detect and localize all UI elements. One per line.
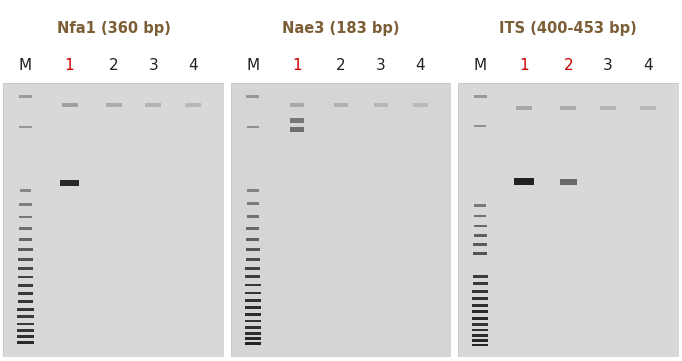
Bar	[247, 203, 258, 205]
Bar	[17, 316, 33, 318]
Text: 3: 3	[149, 58, 158, 74]
Bar	[247, 215, 259, 218]
Bar	[640, 106, 655, 109]
Bar	[18, 300, 33, 303]
Text: 4: 4	[188, 58, 198, 74]
Text: Nae3 (183 bp): Nae3 (183 bp)	[282, 21, 400, 36]
Text: 4: 4	[643, 58, 653, 74]
Bar	[290, 127, 304, 132]
Bar	[600, 106, 616, 110]
Bar	[246, 95, 259, 98]
Bar	[17, 335, 33, 338]
Bar	[246, 227, 259, 230]
Bar	[472, 310, 488, 313]
Bar	[20, 190, 31, 192]
Bar	[245, 332, 261, 335]
Bar	[245, 284, 261, 286]
Bar	[473, 283, 488, 285]
Bar	[472, 323, 488, 326]
Text: Nfa1 (360 bp): Nfa1 (360 bp)	[57, 21, 170, 36]
Bar	[245, 292, 261, 294]
Bar	[245, 342, 261, 345]
Bar	[17, 308, 33, 311]
Text: M: M	[19, 58, 32, 74]
Bar	[18, 292, 33, 295]
Bar	[560, 179, 577, 184]
Bar	[472, 339, 488, 342]
Bar	[18, 267, 33, 270]
Bar	[245, 313, 261, 316]
Bar	[245, 326, 261, 329]
Bar	[472, 344, 488, 347]
Bar	[333, 103, 349, 107]
Bar	[374, 103, 388, 107]
Bar	[17, 322, 33, 325]
Bar	[290, 118, 304, 123]
Bar	[473, 290, 488, 293]
Bar	[19, 227, 32, 230]
Bar	[473, 243, 487, 246]
Bar	[17, 329, 33, 332]
Bar	[246, 248, 260, 251]
Bar	[19, 95, 32, 98]
Bar	[473, 275, 488, 278]
Bar	[246, 258, 260, 261]
Bar	[245, 299, 261, 302]
Bar	[245, 338, 261, 340]
Bar	[245, 306, 261, 309]
Bar	[473, 234, 487, 237]
Text: 2: 2	[563, 58, 573, 74]
Bar	[145, 103, 162, 107]
Bar	[516, 106, 532, 110]
Bar	[246, 267, 261, 270]
Bar	[19, 126, 32, 128]
Bar	[413, 103, 428, 107]
Bar	[472, 334, 488, 337]
Bar	[245, 319, 261, 322]
Text: 2: 2	[109, 58, 119, 74]
Bar	[185, 103, 201, 107]
Bar	[472, 304, 488, 306]
Bar	[18, 276, 33, 278]
Text: 1: 1	[65, 58, 74, 74]
Text: 2: 2	[336, 58, 346, 74]
Bar	[290, 103, 304, 107]
Bar	[474, 125, 486, 127]
Bar	[59, 180, 80, 187]
Text: ITS (400-453 bp): ITS (400-453 bp)	[499, 21, 637, 36]
Bar	[246, 238, 259, 241]
Bar	[474, 204, 486, 207]
Text: 3: 3	[376, 58, 385, 74]
Text: M: M	[246, 58, 259, 74]
Text: 3: 3	[603, 58, 613, 74]
Bar	[561, 106, 576, 110]
Bar	[18, 238, 33, 241]
Bar	[247, 126, 259, 128]
Bar	[474, 215, 486, 217]
Bar	[472, 317, 488, 319]
Bar	[247, 189, 258, 192]
Text: 1: 1	[520, 58, 529, 74]
Bar	[474, 225, 486, 227]
Text: 1: 1	[292, 58, 301, 74]
Bar	[18, 248, 33, 251]
Bar	[19, 216, 32, 218]
Bar	[61, 103, 78, 107]
Bar	[473, 252, 488, 255]
Bar	[246, 275, 261, 278]
Text: M: M	[473, 58, 487, 74]
Bar	[472, 297, 488, 300]
Bar	[19, 203, 31, 206]
Bar	[474, 95, 486, 98]
Text: 4: 4	[415, 58, 425, 74]
Bar	[514, 178, 534, 185]
Bar	[17, 341, 33, 344]
Bar	[106, 103, 121, 107]
Bar	[472, 329, 488, 331]
Bar	[18, 284, 33, 287]
Bar	[18, 258, 33, 261]
